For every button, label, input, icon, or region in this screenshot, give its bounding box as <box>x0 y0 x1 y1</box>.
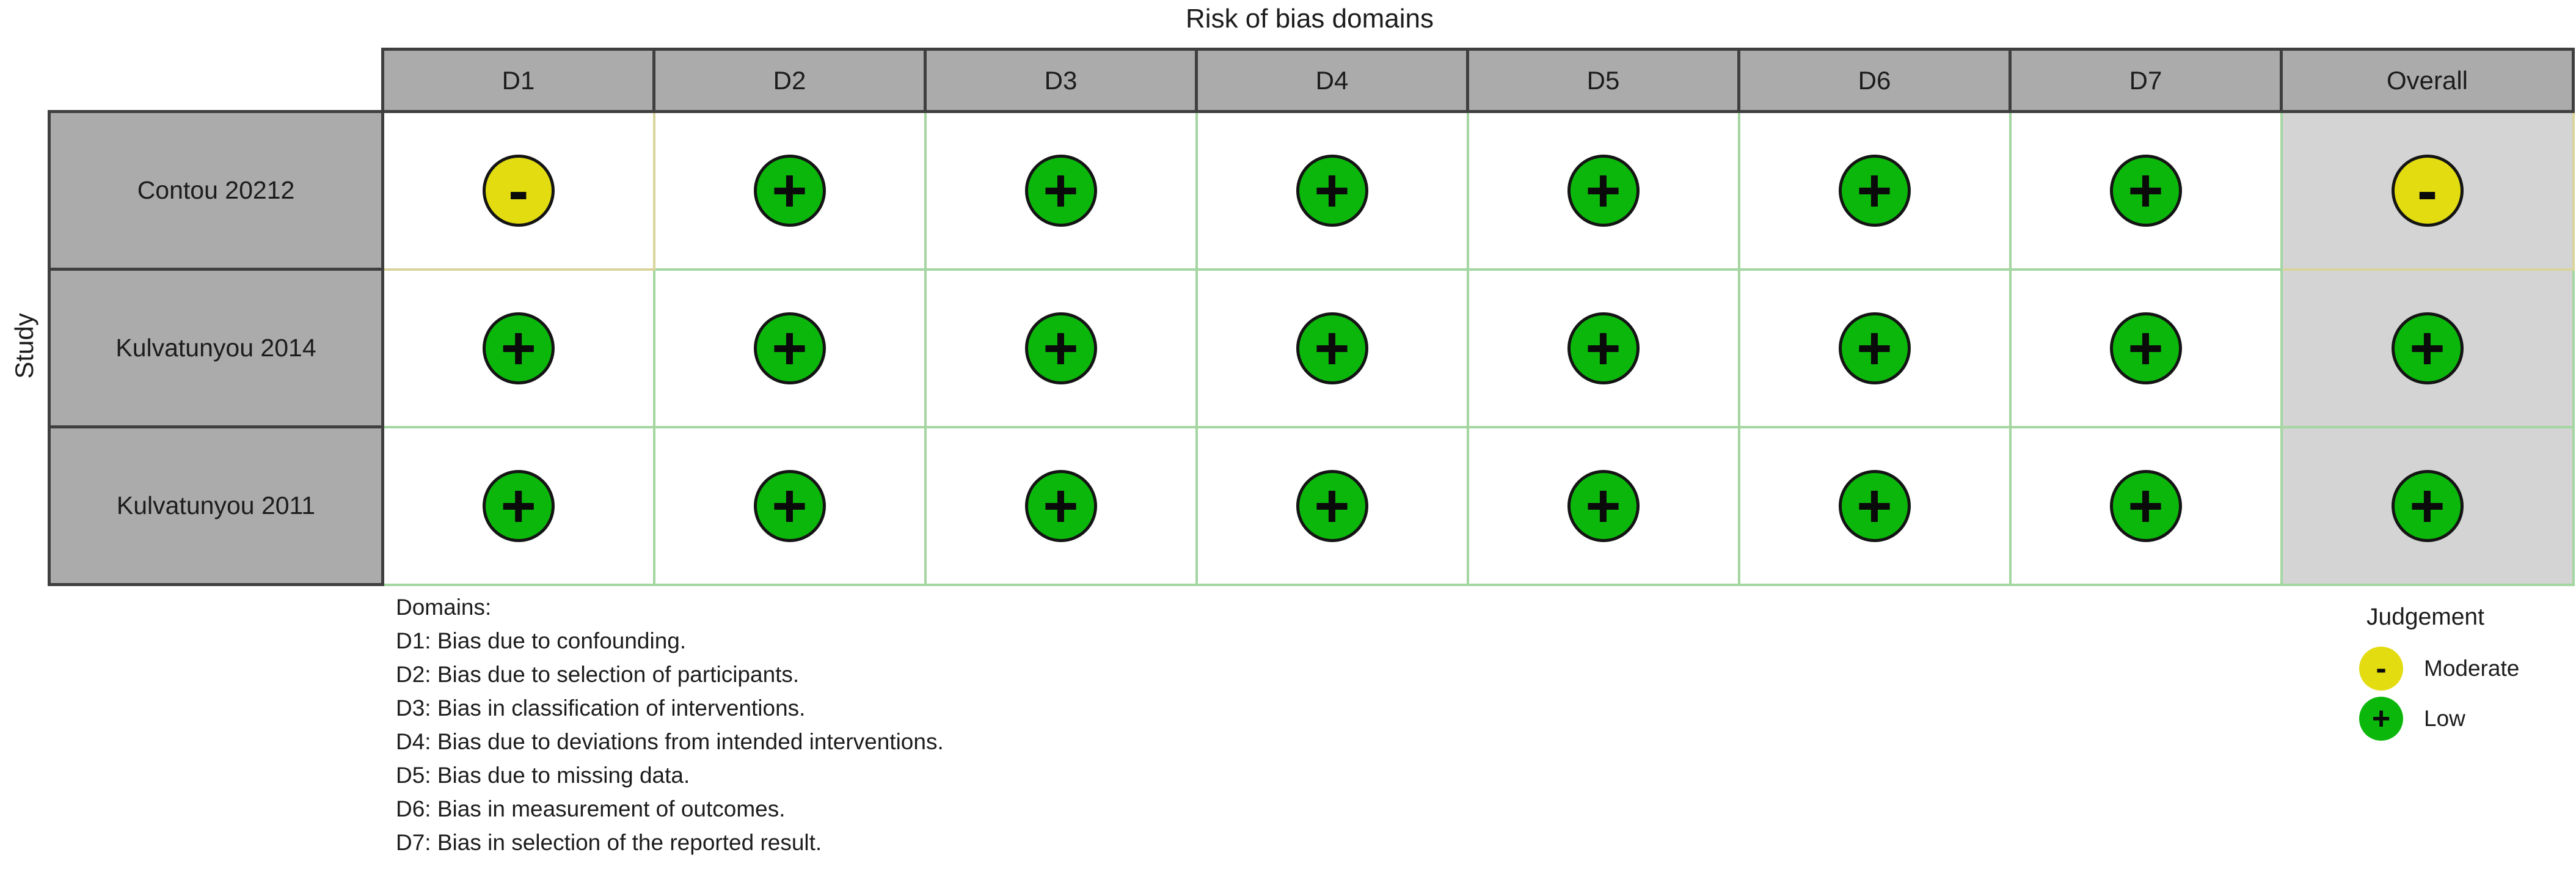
moderate-risk-icon: - <box>482 154 555 227</box>
low-risk-icon: + <box>1024 312 1097 384</box>
table-row: Kulvatunyou 2014 + + + + + + + + <box>48 268 2575 428</box>
low-risk-icon: + <box>1024 154 1097 227</box>
low-risk-icon: + <box>2391 312 2464 384</box>
judgement-cell-d5: + <box>1466 110 1740 271</box>
row-label: Kulvatunyou 2014 <box>48 268 384 428</box>
judgement-cell-d6: + <box>1737 110 2012 271</box>
column-header-overall: Overall <box>2280 48 2575 113</box>
column-header-d2: D2 <box>652 48 927 113</box>
low-risk-icon: + <box>1567 312 1640 384</box>
column-header-d7: D7 <box>2009 48 2283 113</box>
judgement-cell-d7: + <box>2009 268 2283 428</box>
judgement-cell-d5: + <box>1466 268 1740 428</box>
judgement-cell-d2: + <box>652 268 927 428</box>
low-risk-icon: + <box>753 312 826 384</box>
footnote-item: D1: Bias due to confounding. <box>396 628 687 653</box>
low-risk-icon: + <box>2391 469 2464 542</box>
low-risk-icon: + <box>1296 154 1368 227</box>
moderate-legend-icon: - <box>2359 647 2403 691</box>
moderate-risk-icon: - <box>2391 154 2464 227</box>
judgement-cell-d4: + <box>1195 268 1469 428</box>
judgement-cell-d7: + <box>2009 425 2283 586</box>
judgement-cell-d1: + <box>381 425 655 586</box>
column-header-d3: D3 <box>924 48 1198 113</box>
low-risk-icon: + <box>1296 312 1368 384</box>
judgement-cell-d1: + <box>381 268 655 428</box>
traffic-light-table: D1 D2 D3 D4 D5 D6 D7 Overall Contou 20212 - + + + + +… <box>48 48 2575 586</box>
row-label: Kulvatunyou 2011 <box>48 425 384 586</box>
row-label: Contou 20212 <box>48 110 384 271</box>
low-risk-icon: + <box>1567 469 1640 542</box>
judgement-cell-overall: - <box>2280 110 2575 271</box>
footnote-item: D7: Bias in selection of the reported re… <box>396 830 822 855</box>
judgement-legend: Judgement - Moderate + Low <box>2359 604 2576 747</box>
y-axis-label: Study <box>10 313 38 379</box>
footnote-item: D4: Bias due to deviations from intended… <box>396 729 944 754</box>
footnote-item: D5: Bias due to missing data. <box>396 763 690 788</box>
table-row: Kulvatunyou 2011 + + + + + + + + <box>48 425 2575 586</box>
low-risk-icon: + <box>2109 154 2182 227</box>
judgement-cell-d4: + <box>1195 425 1469 586</box>
judgement-cell-d6: + <box>1737 425 2012 586</box>
judgement-cell-d3: + <box>924 268 1198 428</box>
low-risk-icon: + <box>1567 154 1640 227</box>
low-risk-icon: + <box>2109 469 2182 542</box>
header-row: D1 D2 D3 D4 D5 D6 D7 Overall <box>49 48 2575 113</box>
low-legend-icon: + <box>2359 697 2403 741</box>
judgement-cell-d3: + <box>924 425 1198 586</box>
low-risk-icon: + <box>482 469 555 542</box>
judgement-cell-d5: + <box>1466 425 1740 586</box>
footnote-item: D6: Bias in measurement of outcomes. <box>396 796 786 821</box>
low-risk-icon: + <box>1296 469 1368 542</box>
low-risk-icon: + <box>753 154 826 227</box>
chart-title: Risk of bias domains <box>1186 4 1434 34</box>
low-risk-icon: + <box>1838 312 1911 384</box>
column-header-d4: D4 <box>1195 48 1469 113</box>
judgement-cell-d7: + <box>2009 110 2283 271</box>
column-header-d1: D1 <box>381 48 655 113</box>
domains-footnote: Domains: D1: Bias due to confounding. D2:… <box>396 590 944 859</box>
legend-label: Moderate <box>2424 656 2520 681</box>
low-risk-icon: + <box>482 312 555 384</box>
judgement-cell-d2: + <box>652 110 927 271</box>
low-risk-icon: + <box>1838 154 1911 227</box>
legend-entry-moderate: - Moderate <box>2359 647 2576 691</box>
judgement-cell-d2: + <box>652 425 927 586</box>
low-risk-icon: + <box>2109 312 2182 384</box>
table-row: Contou 20212 - + + + + + + - <box>48 110 2575 271</box>
judgement-cell-overall: + <box>2280 425 2575 586</box>
footnote-heading: Domains: <box>396 595 492 620</box>
footnote-item: D2: Bias due to selection of participant… <box>396 662 800 687</box>
low-risk-icon: + <box>753 469 826 542</box>
low-risk-icon: + <box>1024 469 1097 542</box>
legend-label: Low <box>2424 706 2465 731</box>
legend-entry-low: + Low <box>2359 697 2576 741</box>
judgement-cell-d4: + <box>1195 110 1469 271</box>
judgement-cell-d6: + <box>1737 268 2012 428</box>
column-header-d5: D5 <box>1466 48 1740 113</box>
judgement-cell-d1: - <box>381 110 655 271</box>
footnote-item: D3: Bias in classification of interventi… <box>396 695 806 721</box>
low-risk-icon: + <box>1838 469 1911 542</box>
legend-title: Judgement <box>2366 604 2484 630</box>
corner-cell <box>49 49 383 112</box>
column-header-d6: D6 <box>1737 48 2012 113</box>
judgement-cell-d3: + <box>924 110 1198 271</box>
judgement-cell-overall: + <box>2280 268 2575 428</box>
